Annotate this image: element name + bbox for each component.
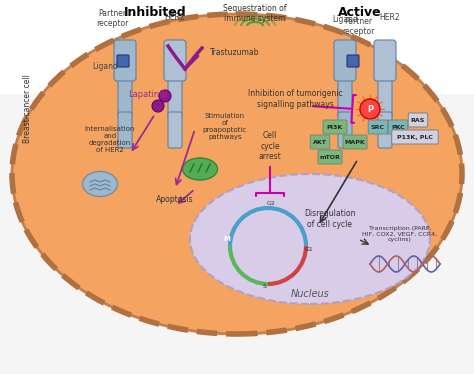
Text: Partner
receptor: Partner receptor bbox=[342, 16, 374, 36]
FancyBboxPatch shape bbox=[118, 74, 132, 118]
FancyBboxPatch shape bbox=[168, 112, 182, 148]
Text: RAS: RAS bbox=[411, 117, 425, 123]
FancyBboxPatch shape bbox=[334, 40, 356, 81]
Circle shape bbox=[159, 90, 171, 102]
Text: Lapatinib: Lapatinib bbox=[128, 89, 167, 98]
Text: Ligand: Ligand bbox=[332, 15, 358, 24]
Text: Partner
receptor: Partner receptor bbox=[96, 9, 128, 28]
Text: SRC: SRC bbox=[371, 125, 385, 129]
FancyBboxPatch shape bbox=[0, 0, 474, 94]
Text: Internalisation
and
degradation
of HER2: Internalisation and degradation of HER2 bbox=[85, 126, 135, 153]
FancyBboxPatch shape bbox=[392, 130, 438, 144]
FancyBboxPatch shape bbox=[388, 120, 408, 134]
Text: Active: Active bbox=[338, 6, 382, 19]
FancyBboxPatch shape bbox=[408, 113, 428, 127]
Text: Inhibited: Inhibited bbox=[124, 6, 186, 19]
FancyBboxPatch shape bbox=[117, 55, 129, 67]
FancyBboxPatch shape bbox=[114, 40, 136, 81]
Text: Stimulation
of
proapoptotic
pathways: Stimulation of proapoptotic pathways bbox=[203, 113, 247, 140]
Text: HER2: HER2 bbox=[164, 13, 185, 22]
FancyBboxPatch shape bbox=[368, 120, 388, 134]
Text: PKC: PKC bbox=[391, 125, 405, 129]
Ellipse shape bbox=[12, 14, 462, 334]
FancyBboxPatch shape bbox=[343, 135, 367, 149]
Text: S: S bbox=[263, 284, 267, 289]
FancyBboxPatch shape bbox=[310, 135, 330, 149]
FancyBboxPatch shape bbox=[378, 112, 392, 148]
Circle shape bbox=[360, 99, 380, 119]
Text: Transcription (PARP,
HIF, COX2, VEGF, CCR4,
cyclins): Transcription (PARP, HIF, COX2, VEGF, CC… bbox=[363, 226, 438, 242]
FancyBboxPatch shape bbox=[168, 74, 182, 118]
Text: mTOR: mTOR bbox=[319, 154, 340, 159]
Text: AKT: AKT bbox=[313, 140, 327, 144]
FancyBboxPatch shape bbox=[164, 40, 186, 81]
Text: PI3K: PI3K bbox=[327, 125, 343, 129]
Text: M: M bbox=[224, 236, 230, 242]
Text: Breast-cancer cell: Breast-cancer cell bbox=[24, 74, 33, 144]
FancyBboxPatch shape bbox=[323, 120, 347, 134]
FancyBboxPatch shape bbox=[374, 40, 396, 81]
FancyBboxPatch shape bbox=[338, 74, 352, 118]
FancyBboxPatch shape bbox=[318, 150, 342, 164]
FancyBboxPatch shape bbox=[378, 74, 392, 118]
Text: G1: G1 bbox=[305, 247, 313, 252]
Text: Ligand: Ligand bbox=[92, 61, 118, 71]
Text: P: P bbox=[367, 104, 373, 113]
Text: Inhibition of tumorigenic
signalling pathways: Inhibition of tumorigenic signalling pat… bbox=[248, 89, 342, 109]
Ellipse shape bbox=[190, 174, 430, 304]
Text: Nucleus: Nucleus bbox=[291, 289, 329, 299]
Text: G2: G2 bbox=[266, 201, 275, 206]
Ellipse shape bbox=[82, 172, 118, 196]
FancyBboxPatch shape bbox=[118, 112, 132, 148]
Text: Sequestration of
immune system: Sequestration of immune system bbox=[223, 4, 287, 24]
Text: Cell
cycle
arrest: Cell cycle arrest bbox=[259, 131, 282, 161]
Text: MAPK: MAPK bbox=[345, 140, 365, 144]
FancyBboxPatch shape bbox=[347, 55, 359, 67]
Circle shape bbox=[152, 100, 164, 112]
Text: Disregulation
of cell cycle: Disregulation of cell cycle bbox=[304, 209, 356, 229]
Text: HER2: HER2 bbox=[380, 13, 401, 22]
FancyBboxPatch shape bbox=[338, 112, 352, 148]
Text: Trastuzumab: Trastuzumab bbox=[210, 47, 259, 56]
Text: Apoptosis: Apoptosis bbox=[156, 194, 194, 203]
Text: P13K, PLC: P13K, PLC bbox=[397, 135, 433, 140]
Ellipse shape bbox=[182, 158, 218, 180]
